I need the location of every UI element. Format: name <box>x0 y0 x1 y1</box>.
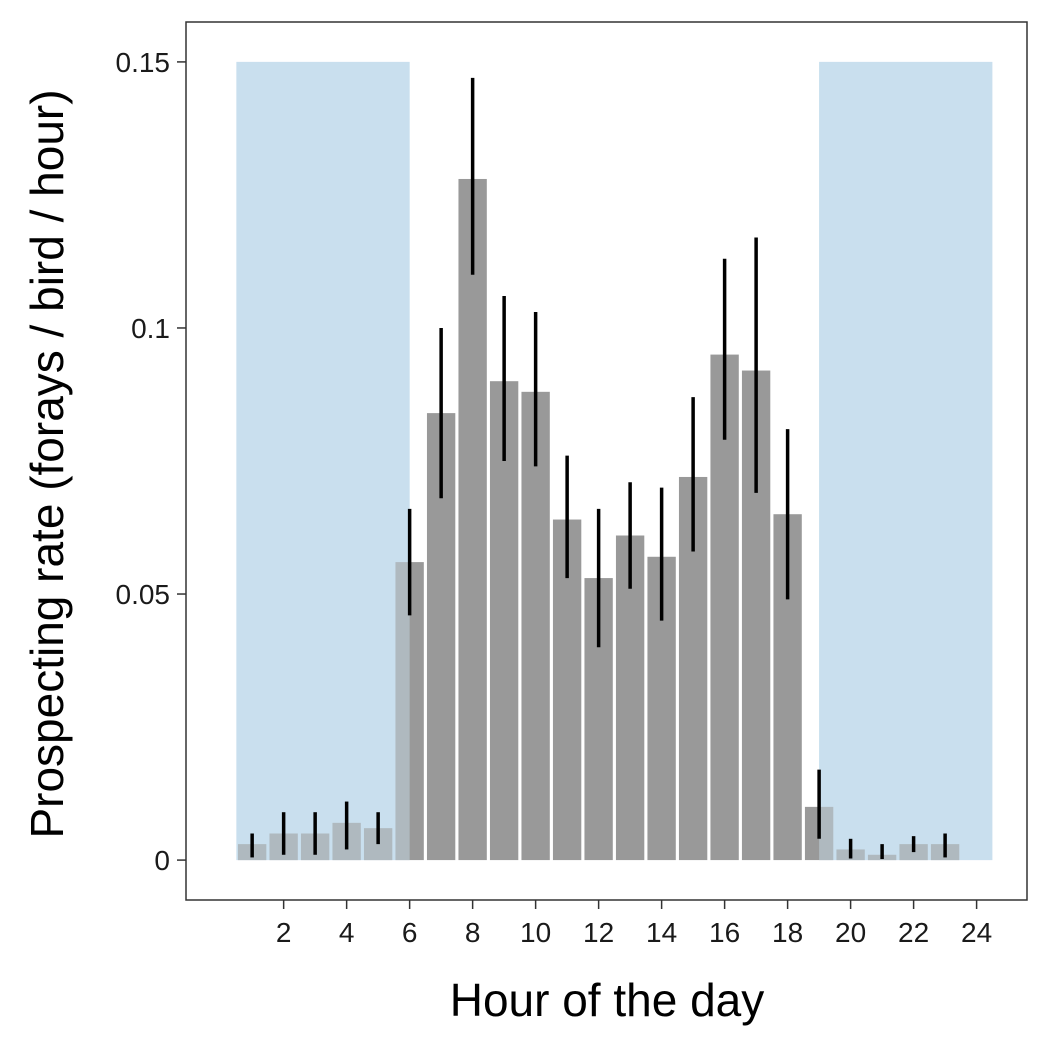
night-band-2 <box>819 61 993 861</box>
x-tick-label-22: 22 <box>898 917 929 948</box>
y-tick-label-0.05: 0.05 <box>116 579 171 610</box>
x-tick-label-6: 6 <box>402 917 418 948</box>
x-tick-label-8: 8 <box>465 917 481 948</box>
x-tick-label-10: 10 <box>520 917 551 948</box>
y-tick-label-0.15: 0.15 <box>116 47 171 78</box>
error-bars <box>250 77 947 860</box>
x-tick-label-12: 12 <box>583 917 614 948</box>
y-tick-label-0: 0 <box>154 845 170 876</box>
y-tick-label-0.1: 0.1 <box>131 313 170 344</box>
y-axis-title: Prospecting rate (forays / bird / hour) <box>21 89 73 838</box>
x-tick-label-14: 14 <box>646 917 677 948</box>
plot-panel-border <box>185 21 1028 901</box>
x-axis: 2 4 6 8 10 12 14 16 18 20 22 24 <box>276 900 992 948</box>
night-band-underlay-1 <box>236 61 410 861</box>
bar-hour-13 <box>615 535 645 861</box>
bars <box>236 61 993 861</box>
x-tick-label-4: 4 <box>339 917 355 948</box>
bar-hour-10 <box>521 391 550 861</box>
x-tick-label-20: 20 <box>835 917 866 948</box>
x-tick-label-24: 24 <box>961 917 992 948</box>
night-band-1 <box>236 61 410 861</box>
night-bands <box>236 61 993 861</box>
y-axis: 0 0.05 0.1 0.15 <box>116 47 186 876</box>
night-band-underlay-2 <box>819 61 993 861</box>
x-tick-label-18: 18 <box>772 917 803 948</box>
x-tick-label-2: 2 <box>276 917 292 948</box>
bar-hour-8 <box>458 178 487 861</box>
x-axis-title: Hour of the day <box>450 974 765 1026</box>
x-tick-label-16: 16 <box>709 917 740 948</box>
